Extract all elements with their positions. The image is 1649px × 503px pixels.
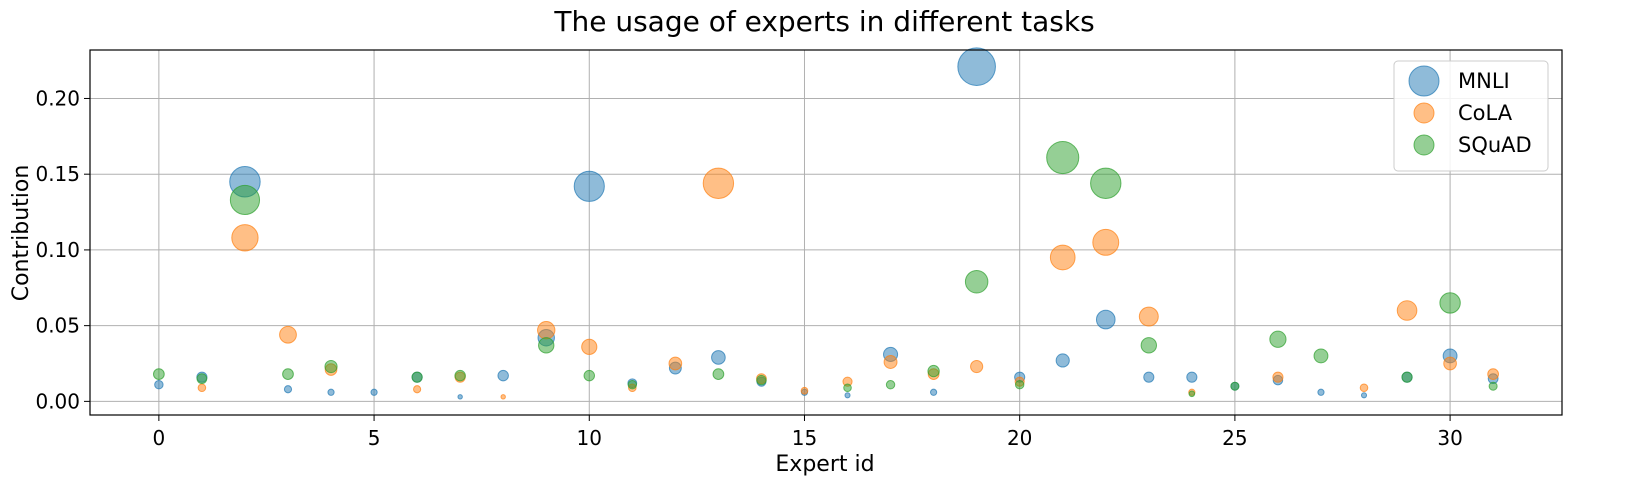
legend-label: SQuAD — [1458, 133, 1532, 157]
x-tick-label: 0 — [152, 426, 165, 450]
data-point-cola — [970, 359, 984, 374]
grid — [90, 50, 1562, 415]
data-point-squad — [1014, 380, 1025, 390]
x-tick-label: 10 — [577, 426, 602, 450]
data-point-cola — [1396, 300, 1418, 321]
y-tick-label: 0.00 — [35, 389, 80, 413]
data-point-cola — [800, 386, 809, 395]
y-tick-label: 0.15 — [35, 162, 80, 186]
legend: MNLI CoLA SQuAD — [1393, 60, 1549, 172]
legend-marker-cola — [1413, 102, 1435, 124]
data-point-mnli — [457, 394, 463, 400]
x-tick-label: 5 — [368, 426, 381, 450]
data-point-squad — [1313, 348, 1329, 364]
data-point-cola — [668, 356, 683, 371]
data-point-mnli — [1055, 353, 1070, 368]
data-point-cola — [279, 325, 297, 344]
data-point-squad — [152, 368, 165, 380]
data-point-squad — [843, 383, 852, 393]
plot-frame — [89, 49, 1563, 416]
data-points — [152, 47, 1500, 400]
legend-label: CoLA — [1458, 101, 1513, 125]
data-point-cola — [883, 355, 898, 369]
data-point-mnli — [327, 388, 335, 396]
data-point-squad — [229, 184, 261, 216]
data-point-squad — [538, 337, 555, 354]
data-point-mnli — [957, 47, 996, 86]
data-point-squad — [927, 364, 940, 378]
data-point-squad — [1439, 292, 1461, 314]
data-point-squad — [1230, 381, 1240, 391]
data-point-squad — [324, 359, 338, 374]
data-point-cola — [231, 224, 259, 252]
data-point-mnli — [1186, 371, 1198, 383]
x-tick-label: 25 — [1222, 426, 1247, 450]
y-axis-ticks: 0.00 0.05 0.10 0.15 0.20 — [35, 86, 90, 413]
data-point-squad — [1269, 330, 1287, 348]
legend-label: MNLI — [1458, 69, 1510, 93]
data-point-cola — [1487, 368, 1500, 380]
y-tick-label: 0.20 — [35, 86, 80, 110]
data-point-cola — [537, 321, 556, 340]
data-point-squad — [583, 369, 595, 382]
y-tick-label: 0.10 — [35, 238, 80, 262]
data-point-squad — [196, 373, 208, 385]
data-point-squad — [756, 374, 767, 386]
data-point-cola — [1272, 371, 1284, 383]
data-point-squad — [627, 380, 638, 390]
data-point-mnli — [497, 369, 509, 382]
data-point-cola — [1138, 306, 1159, 327]
data-point-cola — [581, 338, 598, 355]
x-axis-ticks: 0 5 10 15 20 25 30 — [152, 415, 1463, 450]
data-point-squad — [712, 368, 725, 380]
data-point-cola — [1359, 383, 1369, 393]
legend-marker-squad — [1413, 134, 1435, 156]
data-point-mnli — [573, 170, 605, 202]
data-point-squad — [1140, 337, 1157, 354]
data-point-squad — [1090, 167, 1122, 199]
data-point-mnli — [930, 388, 938, 396]
data-point-squad — [1188, 390, 1196, 398]
data-point-squad — [454, 369, 466, 382]
data-point-squad — [1401, 371, 1413, 383]
data-point-cola — [1049, 244, 1076, 271]
x-tick-label: 30 — [1437, 426, 1462, 450]
data-point-mnli — [370, 388, 378, 396]
data-point-squad — [1488, 381, 1498, 391]
y-tick-label: 0.05 — [35, 314, 80, 338]
data-point-mnli — [154, 380, 164, 390]
data-point-cola — [1443, 356, 1457, 371]
data-point-cola — [702, 167, 735, 199]
y-axis-title: Contribution — [9, 165, 34, 302]
data-point-mnli — [844, 392, 851, 399]
data-point-mnli — [283, 385, 293, 394]
x-tick-label: 20 — [1007, 426, 1032, 450]
data-point-squad — [964, 269, 989, 294]
x-axis-title: Expert id — [775, 452, 874, 477]
x-tick-label: 15 — [792, 426, 817, 450]
data-point-cola — [197, 383, 207, 393]
data-point-mnli — [1360, 392, 1368, 399]
data-point-cola — [500, 394, 506, 400]
data-point-mnli — [1143, 371, 1155, 383]
data-point-mnli — [1317, 388, 1325, 396]
legend-marker-mnli — [1408, 65, 1440, 97]
data-point-squad — [282, 368, 294, 380]
data-point-mnli — [711, 350, 726, 365]
data-point-squad — [1046, 140, 1080, 175]
data-point-squad — [411, 371, 423, 383]
data-point-mnli — [1095, 309, 1116, 330]
chart-title: The usage of experts in different tasks — [553, 5, 1094, 38]
data-point-squad — [885, 380, 896, 390]
data-point-cola — [413, 385, 422, 394]
data-point-cola — [1092, 228, 1120, 256]
